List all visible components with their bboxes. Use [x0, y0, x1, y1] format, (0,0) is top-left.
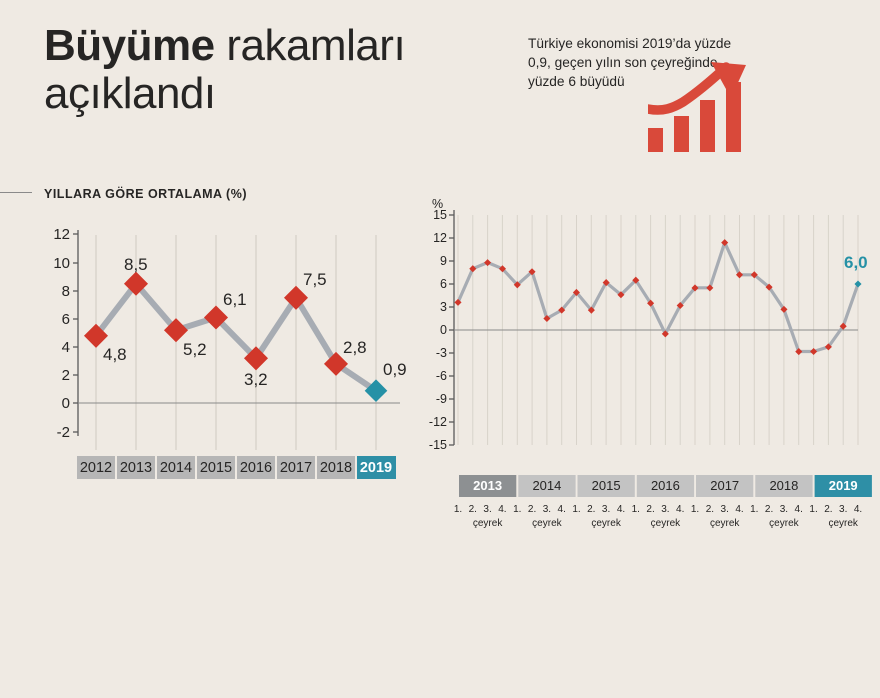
- svg-text:6: 6: [62, 311, 70, 328]
- svg-text:-3: -3: [436, 346, 447, 360]
- svg-text:6: 6: [440, 277, 447, 291]
- svg-text:çeyrek: çeyrek: [828, 518, 858, 529]
- svg-text:4.: 4.: [617, 504, 625, 515]
- svg-text:2017: 2017: [710, 478, 739, 493]
- svg-text:2015: 2015: [592, 478, 621, 493]
- svg-text:4.: 4.: [795, 504, 803, 515]
- svg-text:2018: 2018: [320, 460, 352, 476]
- svg-text:3.: 3.: [721, 504, 729, 515]
- svg-text:4.: 4.: [498, 504, 506, 515]
- svg-text:0: 0: [62, 395, 70, 412]
- svg-text:7,5: 7,5: [303, 270, 327, 289]
- svg-text:1.: 1.: [454, 504, 462, 515]
- svg-text:3.: 3.: [543, 504, 551, 515]
- svg-text:9: 9: [440, 254, 447, 268]
- svg-text:4.: 4.: [735, 504, 743, 515]
- svg-text:6,1: 6,1: [223, 290, 247, 309]
- svg-text:2019: 2019: [360, 460, 392, 476]
- svg-text:2.: 2.: [824, 504, 832, 515]
- svg-text:2.: 2.: [528, 504, 536, 515]
- svg-text:4: 4: [62, 339, 70, 356]
- svg-text:12: 12: [53, 226, 70, 243]
- svg-text:2,8: 2,8: [343, 338, 367, 357]
- svg-text:2013: 2013: [120, 460, 152, 476]
- svg-text:çeyrek: çeyrek: [591, 518, 621, 529]
- svg-text:12: 12: [433, 231, 447, 245]
- svg-text:1.: 1.: [632, 504, 640, 515]
- svg-text:2014: 2014: [532, 478, 561, 493]
- svg-text:4,8: 4,8: [103, 345, 127, 364]
- svg-text:3,2: 3,2: [244, 370, 268, 389]
- svg-text:çeyrek: çeyrek: [473, 518, 503, 529]
- svg-text:çeyrek: çeyrek: [769, 518, 799, 529]
- svg-text:1.: 1.: [691, 504, 699, 515]
- svg-text:2.: 2.: [706, 504, 714, 515]
- svg-text:10: 10: [53, 255, 70, 272]
- svg-text:2017: 2017: [280, 460, 312, 476]
- svg-text:3.: 3.: [661, 504, 669, 515]
- svg-text:3: 3: [440, 300, 447, 314]
- svg-text:-6: -6: [436, 369, 447, 383]
- svg-text:2.: 2.: [469, 504, 477, 515]
- svg-text:8: 8: [62, 283, 70, 300]
- svg-text:2016: 2016: [651, 478, 680, 493]
- svg-text:-2: -2: [57, 424, 70, 441]
- svg-text:-15: -15: [429, 438, 447, 452]
- svg-text:0: 0: [440, 323, 447, 337]
- svg-text:3.: 3.: [780, 504, 788, 515]
- svg-text:3.: 3.: [483, 504, 491, 515]
- svg-text:8,5: 8,5: [124, 255, 148, 274]
- svg-text:2019: 2019: [829, 478, 858, 493]
- svg-text:2: 2: [62, 367, 70, 384]
- svg-text:2012: 2012: [80, 460, 112, 476]
- svg-text:2.: 2.: [646, 504, 654, 515]
- svg-text:çeyrek: çeyrek: [710, 518, 740, 529]
- svg-text:1.: 1.: [572, 504, 580, 515]
- svg-text:çeyrek: çeyrek: [532, 518, 562, 529]
- svg-text:2018: 2018: [769, 478, 798, 493]
- svg-text:4.: 4.: [854, 504, 862, 515]
- svg-text:1.: 1.: [513, 504, 521, 515]
- svg-text:5,2: 5,2: [183, 340, 207, 359]
- svg-text:çeyrek: çeyrek: [651, 518, 681, 529]
- svg-text:2016: 2016: [240, 460, 272, 476]
- svg-text:2.: 2.: [587, 504, 595, 515]
- svg-text:3.: 3.: [839, 504, 847, 515]
- svg-text:6,0: 6,0: [844, 253, 868, 272]
- svg-text:3.: 3.: [602, 504, 610, 515]
- svg-text:2015: 2015: [200, 460, 232, 476]
- svg-text:-12: -12: [429, 415, 447, 429]
- svg-text:4.: 4.: [676, 504, 684, 515]
- svg-text:0,9: 0,9: [383, 360, 407, 379]
- svg-text:2.: 2.: [765, 504, 773, 515]
- svg-text:4.: 4.: [558, 504, 566, 515]
- svg-text:1.: 1.: [809, 504, 817, 515]
- svg-text:1.: 1.: [750, 504, 758, 515]
- svg-text:%: %: [432, 197, 443, 211]
- svg-text:-9: -9: [436, 392, 447, 406]
- svg-text:2013: 2013: [473, 478, 502, 493]
- svg-text:2014: 2014: [160, 460, 192, 476]
